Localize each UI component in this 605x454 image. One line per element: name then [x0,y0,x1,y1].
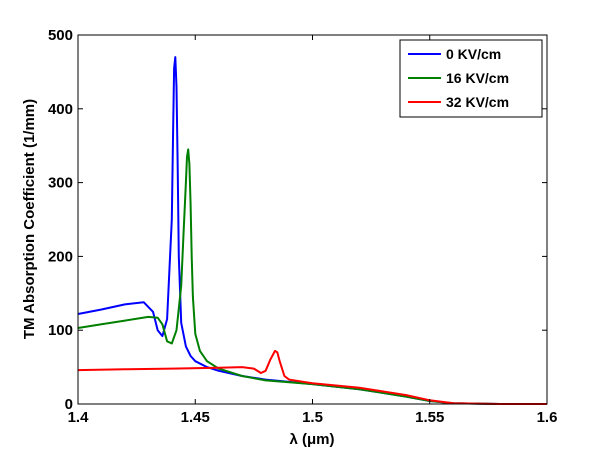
x-tick-label-3: 1.55 [415,409,444,426]
x-tick-label-1: 1.45 [181,409,210,426]
legend: 0 KV/cm 16 KV/cm 32 KV/cm [399,39,543,118]
y-tick-label-3: 300 [48,175,73,192]
series-line-1 [77,148,547,405]
x-tick-label-2: 1.5 [302,409,323,426]
y-tick-label-1: 100 [48,322,73,339]
y-tick-label-5: 500 [48,27,73,44]
tick-layer: 1.4 1.45 1.5 1.55 1.6 0 100 200 300 400 500 [48,27,557,426]
y-tick-label-2: 200 [48,248,73,265]
legend-label-2: 32 KV/cm [446,94,509,110]
series-line-2 [77,349,547,405]
series-layer [77,56,547,405]
x-axis-label: λ (μm) [289,431,334,448]
y-axis-label: TM Absorption Coefficient (1/mm) [21,99,38,339]
y-tick-label-4: 400 [48,101,73,118]
legend-label-0: 0 KV/cm [446,46,501,62]
y-tick-label-0: 0 [65,396,73,413]
x-tick-label-4: 1.6 [537,409,558,426]
x-tick-label-0: 1.4 [68,409,90,426]
legend-label-1: 16 KV/cm [446,70,509,86]
